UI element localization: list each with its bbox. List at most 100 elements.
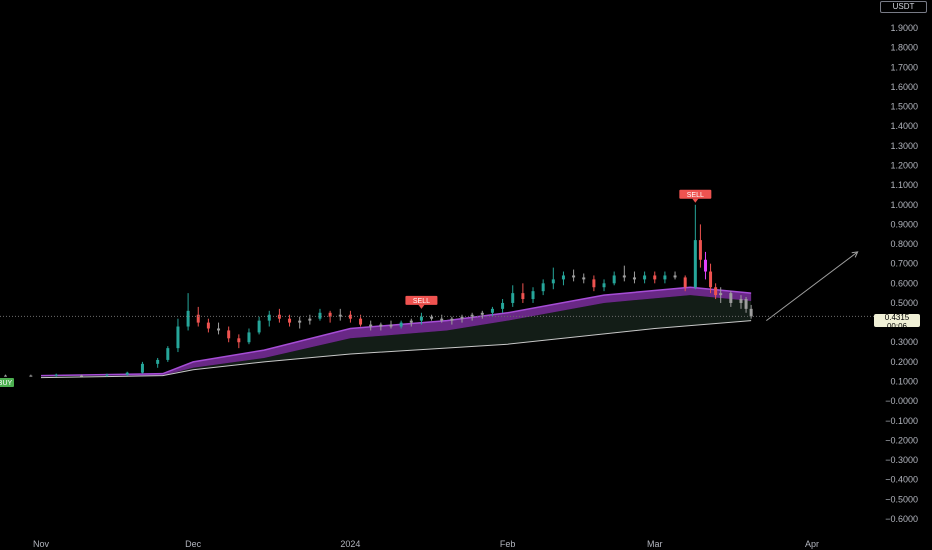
candle [288,314,292,327]
candle-body [237,338,241,343]
candle-body [612,275,616,284]
signal-sell: SELL [679,189,712,203]
candle [744,297,748,313]
candle [739,295,743,309]
candle [318,308,322,321]
candle [622,265,626,282]
x-tick-label: Mar [647,539,663,549]
candle [501,299,505,313]
candle-body [359,318,363,325]
candle [673,271,677,280]
candle-body [450,318,454,321]
candle [176,318,180,353]
candle-body [572,275,576,278]
y-tick-label: 1.1000 [890,180,918,190]
candle-body [419,316,423,321]
candle-body [714,287,718,296]
candle [247,328,251,345]
candle-body [511,293,515,303]
candle-body [430,316,434,319]
candle-body [328,312,332,317]
candle [602,279,606,292]
candle-body [673,275,677,278]
candle [105,373,109,377]
candle-body [80,375,84,377]
candle-body [460,316,464,319]
x-axis[interactable]: Nov Dec 2024 Feb Mar Apr [33,539,819,549]
candle-body [257,320,261,333]
y-tick-label: 1.5000 [890,102,918,112]
candle [551,267,555,290]
x-tick-label: Apr [805,539,819,549]
y-tick-label: −0.3000 [885,455,918,465]
candle [719,287,723,303]
ema-band [40,286,752,378]
x-tick-label: Dec [185,539,202,549]
candle [125,371,129,376]
band-fill-area [41,295,752,378]
candle [206,318,210,333]
candle [709,263,713,294]
candle-body [176,326,180,349]
y-tick-label: −0.5000 [885,494,918,504]
candle-body [217,328,221,331]
y-tick-label: −0.0000 [885,396,918,406]
candle [521,283,525,303]
candle-body [663,275,667,280]
y-tick-label: 1.4000 [890,121,918,131]
buy-tag-label: BUY [0,380,13,387]
y-tick-label: 1.7000 [890,62,918,72]
projection-arrowhead [851,251,859,258]
candle [729,291,733,307]
candle-body [490,308,494,313]
candle-body [744,299,748,309]
candle [450,316,454,325]
candle-body [480,312,484,315]
y-tick-label: 1.2000 [890,160,918,170]
candle [399,320,403,329]
y-tick-label: 1.9000 [890,23,918,33]
y-tick-label: 0.6000 [890,278,918,288]
candle-body [632,277,636,280]
candle-body [156,359,160,364]
candle-body [166,348,170,360]
y-tick-label: 0.3000 [890,337,918,347]
candle [561,271,565,286]
candle-body [719,293,723,296]
candle-body [643,275,647,280]
candle-body [54,374,58,376]
candle [217,322,221,335]
candle-body [409,320,413,323]
candle-body [369,324,373,327]
candle-body [749,308,753,317]
candle-body [561,275,565,280]
candle-body [308,318,312,321]
candle-body [379,324,383,327]
candle-body [288,318,292,323]
candle [379,322,383,331]
candle-body [29,375,33,377]
candle [257,316,261,335]
y-axis[interactable]: 1.9000 1.8000 1.7000 1.6000 1.5000 1.4000 1.30… [885,23,918,524]
sell-tag-bg [679,189,712,199]
candle [683,275,687,292]
candle [643,271,647,284]
projection-line [766,251,858,322]
candle [541,279,545,296]
y-tick-label: 0.2000 [890,357,918,367]
candle [186,293,190,331]
candle-body [267,314,271,321]
sell-tag-pointer [418,304,425,309]
buy-tag-bg [0,378,14,387]
candle-body [105,374,109,376]
candle-body [206,322,210,329]
candle-body [227,330,231,339]
candle [409,318,413,327]
y-tick-label: −0.1000 [885,416,918,426]
candle [430,314,434,321]
currency-badge[interactable]: USDT [880,1,927,13]
baseline-line [40,320,752,379]
y-tick-label: −0.2000 [885,435,918,445]
candle [29,374,33,377]
